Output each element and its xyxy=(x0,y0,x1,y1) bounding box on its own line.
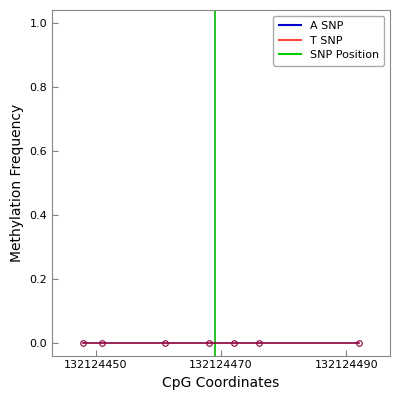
X-axis label: CpG Coordinates: CpG Coordinates xyxy=(162,376,280,390)
Y-axis label: Methylation Frequency: Methylation Frequency xyxy=(10,104,24,262)
Legend: A SNP, T SNP, SNP Position: A SNP, T SNP, SNP Position xyxy=(273,16,384,66)
